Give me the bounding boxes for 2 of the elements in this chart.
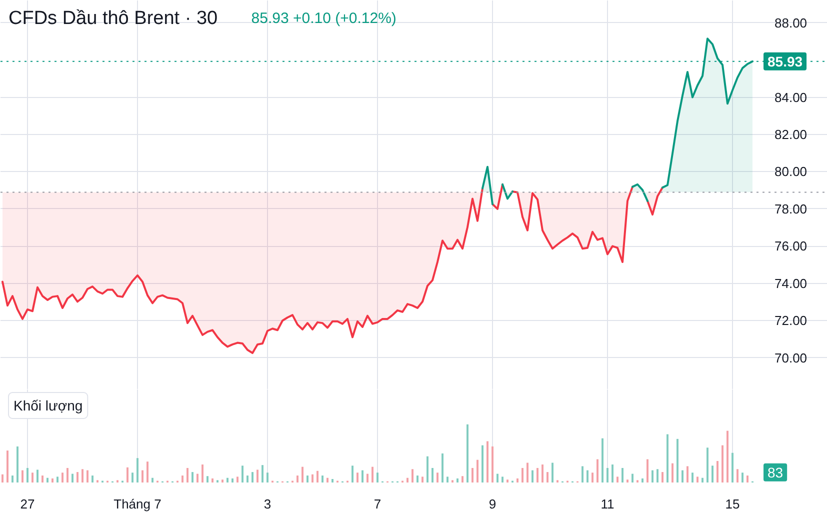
bar (6, 450, 8, 482)
bar (2, 474, 4, 482)
